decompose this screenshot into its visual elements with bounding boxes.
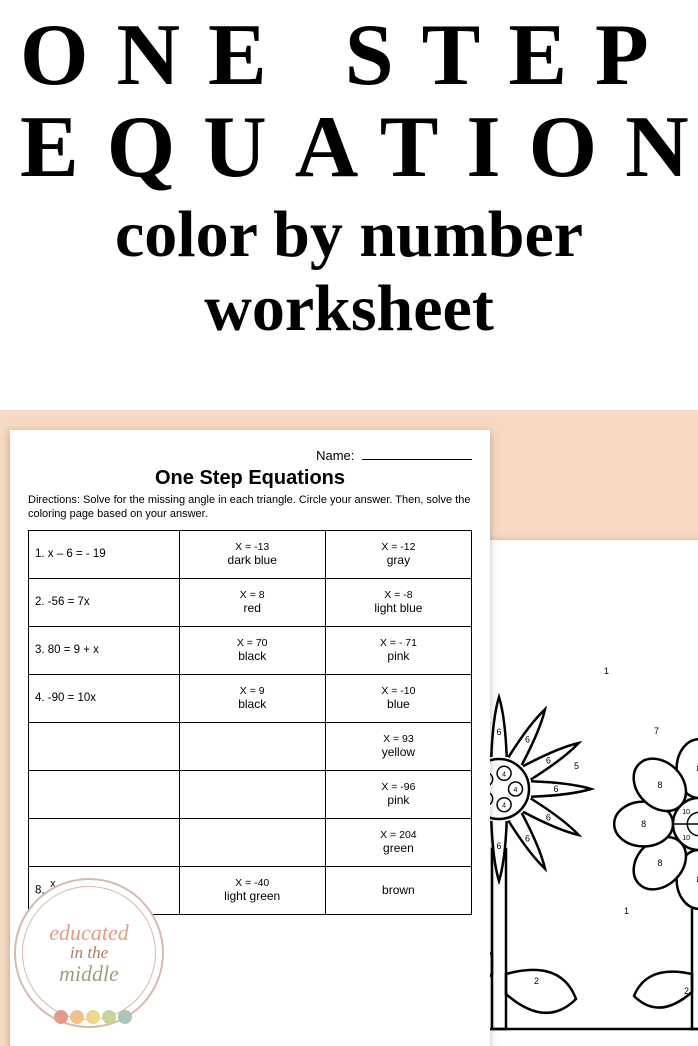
svg-text:1: 1 — [604, 666, 609, 676]
svg-text:4: 4 — [502, 803, 506, 810]
problem-cell: 4. -90 = 10x — [29, 674, 180, 722]
table-row: X = 93yellow — [29, 722, 472, 770]
svg-text:6: 6 — [546, 755, 551, 765]
answer-cell-1: X = -13dark blue — [179, 530, 325, 578]
answer-cell-1 — [179, 722, 325, 770]
svg-text:1: 1 — [624, 906, 629, 916]
logo-line-1: educated — [49, 921, 128, 944]
answer-cell-2: X = -12gray — [325, 530, 471, 578]
answer-cell-1: X = 8red — [179, 578, 325, 626]
svg-text:10: 10 — [682, 835, 690, 842]
svg-text:5: 5 — [574, 761, 579, 771]
answer-cell-2: X = -10blue — [325, 674, 471, 722]
svg-text:8: 8 — [641, 819, 646, 829]
svg-text:4: 4 — [514, 787, 518, 794]
answer-cell-1: X = 70black — [179, 626, 325, 674]
subtitle-line-2: worksheet — [20, 274, 678, 343]
table-row: 2. -56 = 7xX = 8redX = -8light blue — [29, 578, 472, 626]
answer-cell-2: X = -8light blue — [325, 578, 471, 626]
name-label: Name: — [316, 448, 354, 463]
problem-cell: 2. -56 = 7x — [29, 578, 180, 626]
table-row: 3. 80 = 9 + xX = 70blackX = - 71pink — [29, 626, 472, 674]
table-row: X = 204green — [29, 818, 472, 866]
logo-line-3: middle — [59, 962, 119, 985]
svg-text:7: 7 — [654, 726, 659, 736]
svg-text:8: 8 — [657, 780, 662, 790]
svg-text:4: 4 — [502, 771, 506, 778]
worksheet-title: One Step Equations — [28, 467, 472, 490]
answer-cell-1: X = -40light green — [179, 866, 325, 914]
worksheet-directions: Directions: Solve for the missing angle … — [28, 494, 472, 522]
problem-cell — [29, 722, 180, 770]
answer-cell-2: X = - 71pink — [325, 626, 471, 674]
svg-text:6: 6 — [554, 784, 559, 794]
table-row: X = -96pink — [29, 770, 472, 818]
title-line-2: EQUATIONS — [20, 102, 678, 194]
svg-text:6: 6 — [546, 813, 551, 823]
preview-area: 6666666666664444488888888101010101111222… — [0, 410, 698, 1046]
table-row: 4. -90 = 10xX = 9blackX = -10blue — [29, 674, 472, 722]
logo-line-2: in the — [70, 944, 108, 962]
problem-cell: 1. x – 6 = - 19 — [29, 530, 180, 578]
svg-text:6: 6 — [496, 727, 501, 737]
svg-text:2: 2 — [684, 986, 689, 996]
brand-logo: educated in the middle — [14, 878, 164, 1028]
name-field: Name: — [28, 448, 472, 463]
svg-text:2: 2 — [534, 976, 539, 986]
svg-text:10: 10 — [682, 809, 690, 816]
title-block: ONE STEP EQUATIONS color by number works… — [0, 0, 698, 343]
title-line-1: ONE STEP — [20, 10, 678, 102]
equation-table: 1. x – 6 = - 19X = -13dark blueX = -12gr… — [28, 530, 472, 915]
name-blank — [362, 459, 472, 460]
table-row: 1. x – 6 = - 19X = -13dark blueX = -12gr… — [29, 530, 472, 578]
answer-cell-2: X = 204green — [325, 818, 471, 866]
svg-text:8: 8 — [657, 858, 662, 868]
answer-cell-2: X = -96pink — [325, 770, 471, 818]
problem-cell — [29, 818, 180, 866]
subtitle-line-1: color by number — [20, 200, 678, 269]
svg-text:6: 6 — [525, 833, 530, 843]
answer-cell-1: X = 9black — [179, 674, 325, 722]
svg-text:6: 6 — [525, 735, 530, 745]
problem-cell: 3. 80 = 9 + x — [29, 626, 180, 674]
svg-text:6: 6 — [496, 841, 501, 851]
answer-cell-1 — [179, 818, 325, 866]
answer-cell-1 — [179, 770, 325, 818]
answer-cell-2: brown — [325, 866, 471, 914]
problem-cell — [29, 770, 180, 818]
logo-scallop — [16, 1000, 162, 1030]
answer-cell-2: X = 93yellow — [325, 722, 471, 770]
